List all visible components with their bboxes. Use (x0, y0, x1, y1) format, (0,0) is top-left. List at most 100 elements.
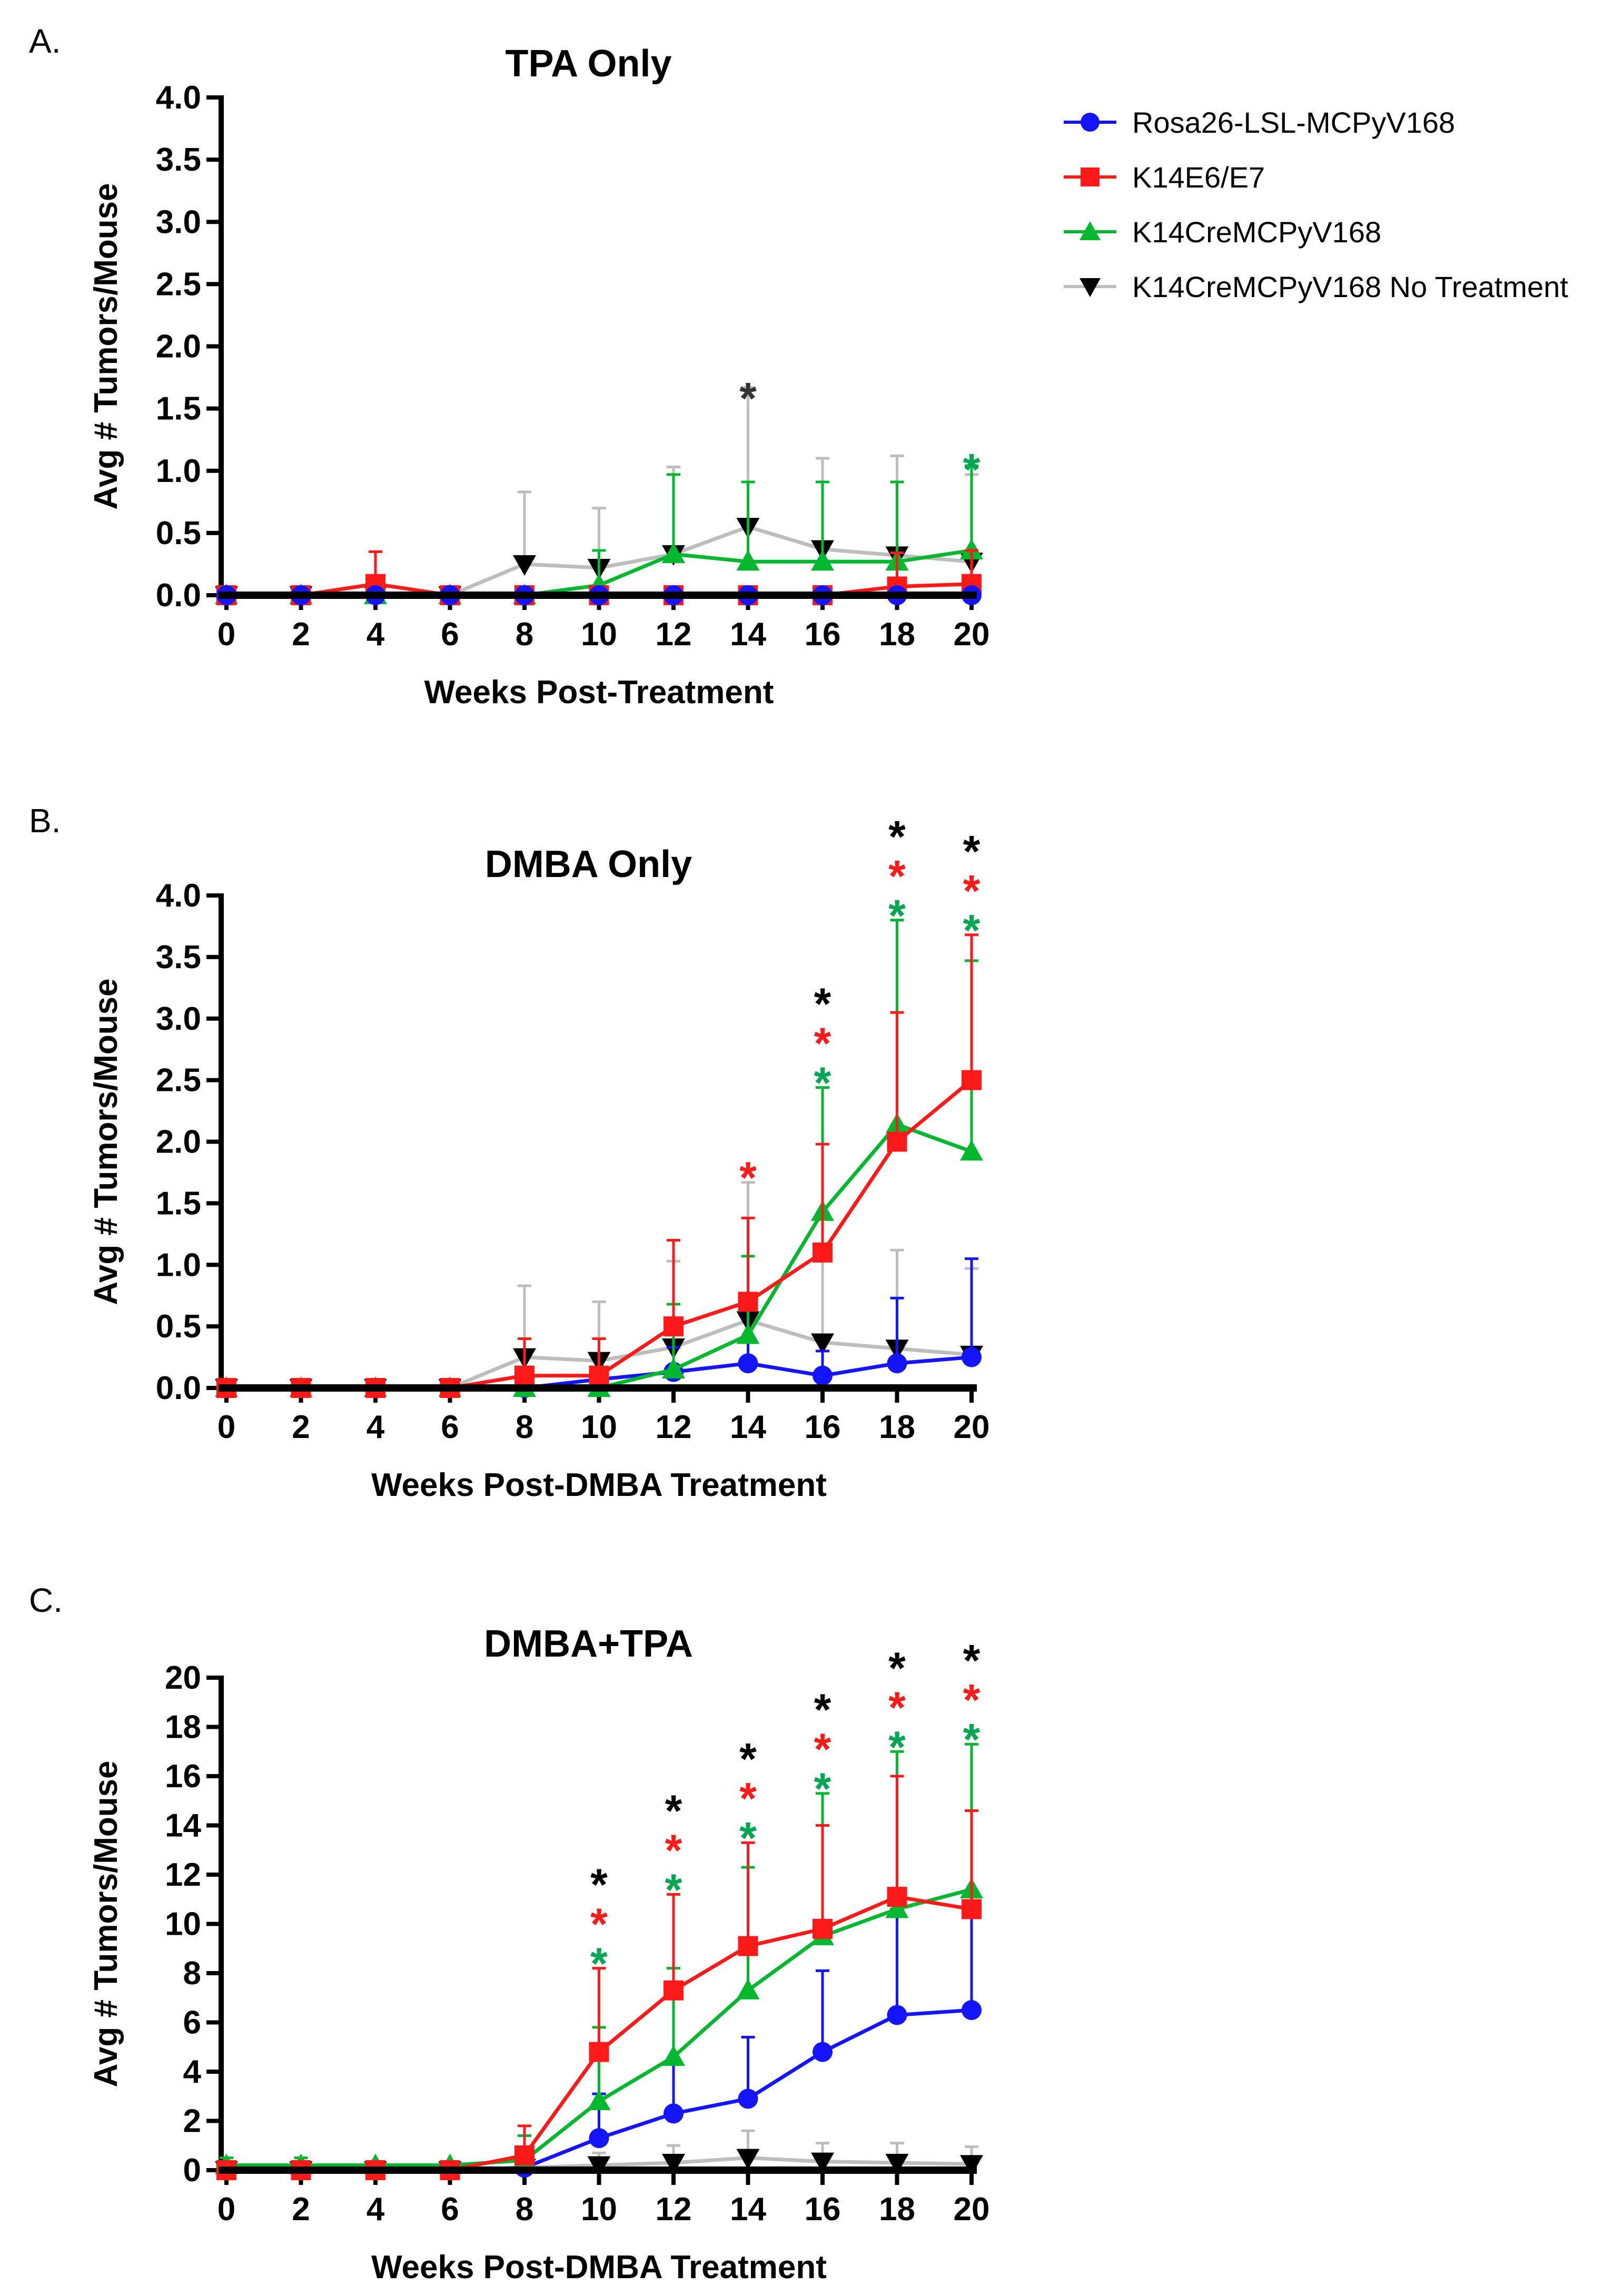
data-point (662, 2153, 685, 2174)
legend-label-notreat: K14CreMCPyV168 No Treatment (1132, 270, 1568, 303)
y-tick-label: 4.0 (156, 878, 201, 914)
y-tick-label: 1.5 (156, 1185, 201, 1222)
y-axis-label: Avg # Tumors/Mouse (88, 183, 124, 509)
data-point (885, 2153, 909, 2174)
significance-star: * (963, 1715, 981, 1764)
x-tick-label: 0 (217, 1409, 235, 1445)
data-point (736, 1323, 760, 1344)
x-tick-label: 16 (805, 2191, 841, 2228)
y-axis-label: Avg # Tumors/Mouse (88, 1760, 124, 2087)
significance-star: * (814, 1058, 831, 1108)
y-tick-label: 2 (183, 2103, 201, 2140)
data-point (962, 1070, 982, 1090)
legend: Rosa26-LSL-MCPyV168 K14E6/E7 K14CreMCPyV… (1064, 106, 1568, 303)
x-axis-label: Weeks Post-DMBA Treatment (371, 1467, 827, 1503)
x-tick-label: 10 (581, 2191, 617, 2228)
x-tick-label: 8 (516, 2191, 533, 2228)
y-tick-label: 14 (165, 1808, 201, 1844)
x-tick-label: 8 (516, 616, 533, 653)
y-tick-label: 2.5 (156, 266, 201, 302)
significance-star: * (963, 866, 981, 915)
y-tick-label: 3.5 (156, 939, 201, 976)
x-tick-label: 20 (954, 2191, 990, 2228)
data-point (587, 2090, 611, 2111)
significance-star: * (590, 1939, 608, 1988)
y-tick-label: 3.0 (156, 204, 201, 240)
significance-star: * (888, 812, 906, 861)
significance-star: * (665, 1825, 682, 1875)
significance-star: * (888, 1643, 906, 1692)
data-point (962, 1899, 982, 1919)
significance-star: * (739, 373, 757, 423)
data-point (662, 543, 685, 564)
significance-star: * (963, 445, 981, 494)
data-point (813, 1242, 833, 1263)
y-tick-label: 4 (183, 2054, 202, 2090)
y-tick-label: 0.5 (156, 1308, 201, 1345)
data-point (960, 1140, 983, 1161)
data-point (589, 2128, 609, 2149)
x-axis-label: Weeks Post-DMBA Treatment (371, 2249, 827, 2286)
x-tick-label: 4 (367, 616, 385, 653)
y-tick-label: 8 (183, 1955, 201, 1992)
x-tick-label: 10 (581, 616, 617, 653)
data-point (738, 1936, 758, 1956)
legend-marker-triangle-up (1080, 221, 1101, 240)
legend-marker-square (1081, 168, 1100, 186)
x-tick-label: 2 (292, 1409, 310, 1445)
significance-star: * (814, 1764, 831, 1814)
x-tick-label: 4 (367, 2191, 385, 2228)
y-tick-label: 1.0 (156, 1247, 201, 1283)
x-tick-label: 2 (292, 2191, 310, 2228)
x-tick-label: 20 (954, 1409, 990, 1445)
significance-star: * (888, 1682, 906, 1732)
data-point (887, 1353, 907, 1374)
legend-label-k14cre: K14CreMCPyV168 (1132, 215, 1381, 249)
data-point (885, 1897, 909, 1918)
chart-title: TPA Only (505, 43, 671, 85)
x-tick-label: 18 (879, 2191, 915, 2228)
x-tick-label: 8 (516, 1409, 533, 1445)
x-tick-label: 12 (656, 2191, 692, 2228)
significance-star: * (739, 1734, 757, 1784)
data-point (664, 1980, 684, 2001)
significance-star: * (814, 1019, 831, 1068)
x-tick-label: 0 (217, 2191, 235, 2228)
data-point (738, 1353, 758, 1374)
legend-marker-circle (1081, 113, 1100, 132)
x-tick-label: 16 (805, 1409, 841, 1445)
legend-marker-triangle-down (1080, 278, 1101, 297)
y-tick-label: 2.5 (156, 1062, 201, 1099)
data-point (960, 2155, 983, 2176)
data-point (811, 1333, 834, 1354)
data-point (736, 1978, 760, 1999)
data-point (811, 2152, 834, 2173)
data-point (813, 1365, 833, 1386)
data-point (736, 550, 760, 571)
y-tick-label: 0.0 (156, 1370, 201, 1406)
legend-label-k14e6: K14E6/E7 (1132, 161, 1265, 194)
data-point (514, 2145, 534, 2165)
data-point (589, 1365, 609, 1386)
x-tick-label: 16 (805, 616, 841, 653)
y-tick-label: 3.5 (156, 142, 201, 178)
legend-label-rosa: Rosa26-LSL-MCPyV168 (1132, 106, 1455, 139)
y-tick-label: 16 (165, 1758, 201, 1795)
data-point (811, 550, 834, 571)
significance-star: * (963, 1636, 981, 1685)
chart-title: DMBA+TPA (484, 1623, 693, 1665)
x-tick-label: 4 (367, 1409, 385, 1445)
x-tick-label: 14 (730, 1409, 766, 1445)
y-tick-label: 0.0 (156, 577, 201, 614)
y-tick-label: 12 (165, 1857, 201, 1893)
y-tick-label: 6 (183, 2005, 201, 2041)
panel-label: A. (29, 22, 61, 60)
significance-star: * (888, 851, 906, 901)
x-tick-label: 6 (441, 616, 459, 653)
x-axis-label: Weeks Post-Treatment (424, 674, 774, 711)
y-tick-label: 20 (165, 1660, 201, 1696)
data-point (664, 2103, 684, 2124)
x-tick-label: 12 (656, 1409, 692, 1445)
significance-star: * (888, 891, 906, 940)
